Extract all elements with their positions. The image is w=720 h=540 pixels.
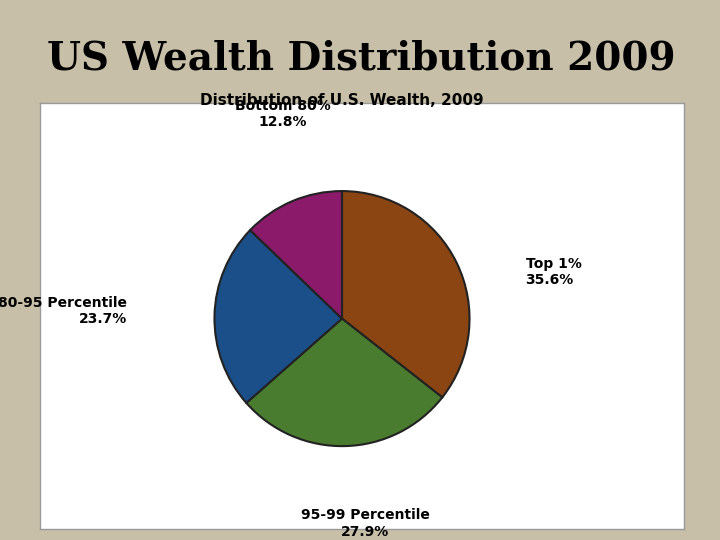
Wedge shape	[246, 319, 442, 446]
Title: Distribution of U.S. Wealth, 2009: Distribution of U.S. Wealth, 2009	[200, 93, 484, 108]
Text: US Wealth Distribution 2009: US Wealth Distribution 2009	[48, 39, 676, 77]
Text: 80-95 Percentile
23.7%: 80-95 Percentile 23.7%	[0, 296, 127, 326]
Wedge shape	[342, 191, 469, 397]
Wedge shape	[215, 230, 342, 403]
Text: 95-99 Percentile
27.9%: 95-99 Percentile 27.9%	[301, 508, 430, 538]
Wedge shape	[250, 191, 342, 319]
Text: Bottom 80%
12.8%: Bottom 80% 12.8%	[235, 99, 330, 129]
Text: Top 1%
35.6%: Top 1% 35.6%	[526, 257, 581, 287]
